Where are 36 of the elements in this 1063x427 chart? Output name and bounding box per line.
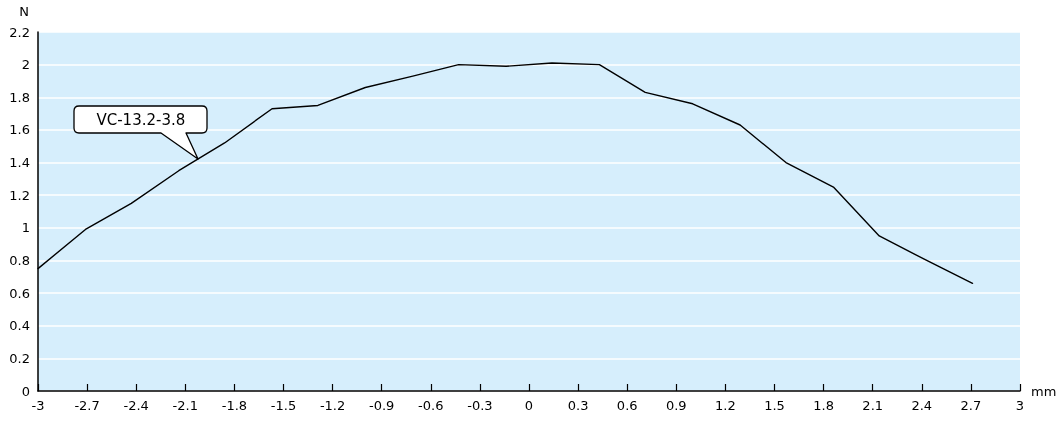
x-tick-label: -1.8 xyxy=(221,398,248,413)
x-tick-label: -2.7 xyxy=(74,398,100,413)
x-axis-title: mm xyxy=(1031,383,1057,399)
x-tick-label: -3 xyxy=(31,398,45,413)
x-tick-label: 0.9 xyxy=(665,398,687,413)
x-tick-label: 2.7 xyxy=(960,398,982,413)
y-tick-label: 1.6 xyxy=(9,122,30,138)
x-tick-label: -0.9 xyxy=(369,398,395,413)
annotation: VC-13.2-3.8 xyxy=(96,110,186,129)
y-tick-label: 0 xyxy=(21,383,30,399)
x-tick-label: -2.4 xyxy=(123,398,149,413)
x-tick-label: 0.3 xyxy=(567,398,589,413)
x-tick-label: -0.6 xyxy=(418,398,444,413)
x-tick-label: 0.6 xyxy=(616,398,638,413)
x-tick-label: 1.8 xyxy=(813,398,834,413)
x-tick-label: 1.2 xyxy=(715,398,736,413)
x-tick-label: 2.1 xyxy=(862,398,884,413)
x-tick-label: 0 xyxy=(524,398,534,413)
y-tick-label: 2.2 xyxy=(9,24,30,40)
y-tick-label: 2 xyxy=(21,57,30,73)
y-tick-label: 0.6 xyxy=(9,285,30,301)
x-tick-label: -1.2 xyxy=(319,398,346,413)
y-tick-label: 1.8 xyxy=(9,89,30,105)
x-tick-label: 3 xyxy=(1015,398,1025,413)
x-tick-label: 2.4 xyxy=(911,398,933,413)
y-tick-label: 0.4 xyxy=(9,318,30,334)
y-tick-label: 1 xyxy=(21,220,30,236)
x-tick-label: 1.5 xyxy=(764,398,785,413)
x-tick-label: -0.3 xyxy=(467,398,493,413)
x-tick-label: -2.1 xyxy=(172,398,198,413)
y-tick-label: 0.2 xyxy=(9,350,30,366)
y-axis-title: N xyxy=(19,4,29,19)
y-tick-label: 1.2 xyxy=(9,187,30,203)
y-tick-label: 1.4 xyxy=(9,155,30,171)
y-tick-label: 0.8 xyxy=(9,252,30,268)
x-tick-label: -1.5 xyxy=(270,398,297,413)
